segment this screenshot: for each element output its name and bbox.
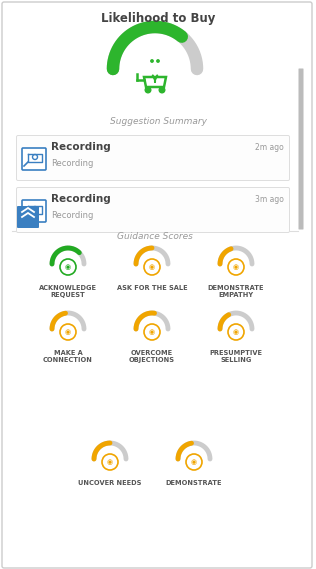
FancyBboxPatch shape (2, 2, 312, 568)
Text: Recording: Recording (51, 194, 111, 204)
Text: Recording: Recording (51, 142, 111, 152)
Text: MAKE A
CONNECTION: MAKE A CONNECTION (43, 350, 93, 363)
Circle shape (159, 87, 165, 93)
Circle shape (157, 60, 159, 62)
Text: ◉: ◉ (233, 329, 239, 335)
Text: Recording: Recording (51, 159, 93, 167)
Text: ◉: ◉ (65, 329, 71, 335)
Text: Recording: Recording (51, 211, 93, 220)
Text: ◉: ◉ (65, 264, 71, 270)
FancyBboxPatch shape (22, 148, 46, 170)
Text: UNCOVER NEEDS: UNCOVER NEEDS (78, 480, 142, 486)
Text: PRESUMPTIVE
SELLING: PRESUMPTIVE SELLING (210, 350, 263, 363)
Text: DEMONSTRATE
EMPATHY: DEMONSTRATE EMPATHY (208, 285, 264, 298)
Text: Guidance Scores: Guidance Scores (117, 232, 193, 241)
Text: ASK FOR THE SALE: ASK FOR THE SALE (117, 285, 187, 291)
Text: ◉: ◉ (233, 264, 239, 270)
Text: OVERCOME
OBJECTIONS: OVERCOME OBJECTIONS (129, 350, 175, 363)
Text: ◉: ◉ (107, 459, 113, 465)
FancyBboxPatch shape (16, 135, 289, 180)
Text: ◉: ◉ (191, 459, 197, 465)
Text: Suggestion Summary: Suggestion Summary (110, 117, 206, 126)
Text: DEMONSTRATE: DEMONSTRATE (166, 480, 222, 486)
Circle shape (151, 60, 153, 62)
Text: 3m ago: 3m ago (255, 195, 284, 204)
Text: 2m ago: 2m ago (255, 142, 284, 151)
FancyBboxPatch shape (22, 200, 46, 222)
Text: Likelihood to Buy: Likelihood to Buy (101, 12, 215, 25)
Circle shape (145, 87, 151, 93)
FancyBboxPatch shape (16, 188, 289, 233)
FancyBboxPatch shape (17, 206, 39, 228)
FancyBboxPatch shape (299, 68, 303, 229)
Text: ◉: ◉ (149, 329, 155, 335)
Text: ACKNOWLEDGE
REQUEST: ACKNOWLEDGE REQUEST (39, 285, 97, 298)
Text: ◉: ◉ (149, 264, 155, 270)
